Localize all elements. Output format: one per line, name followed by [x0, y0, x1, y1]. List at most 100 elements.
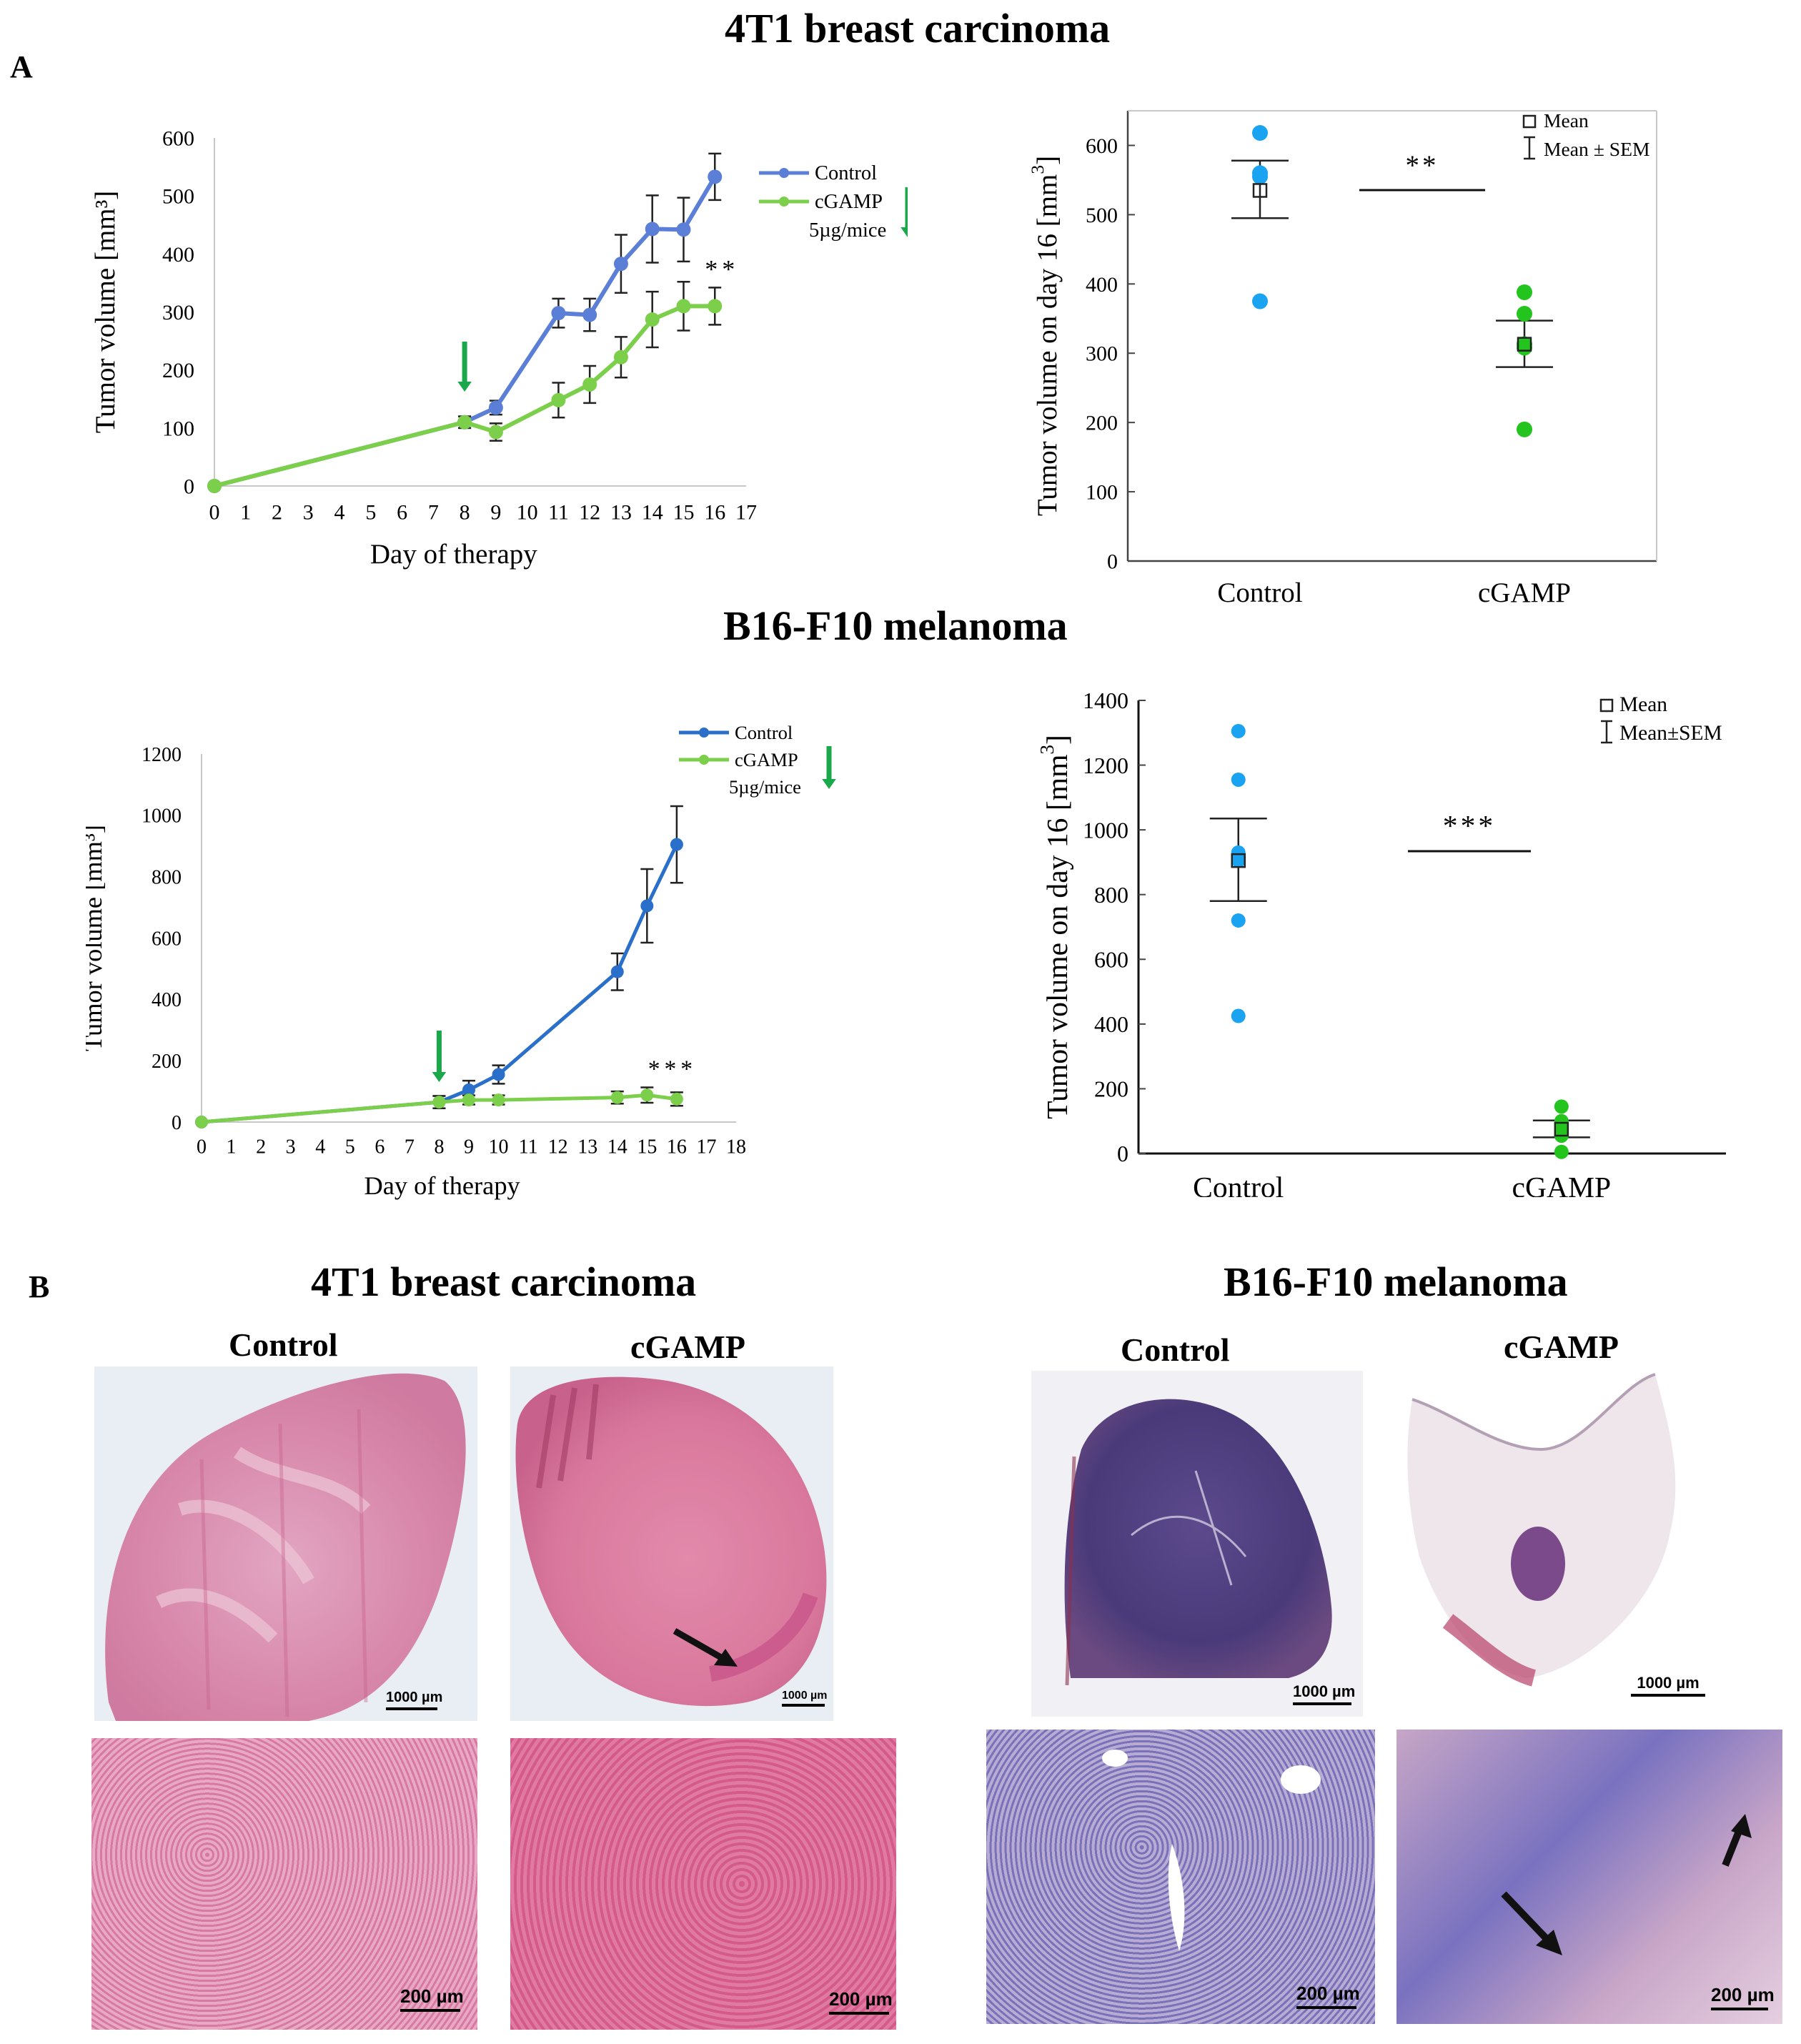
- data-point-cgamp: [610, 1091, 624, 1104]
- data-point-cgamp: [551, 392, 566, 407]
- data-point-cgamp: [1517, 339, 1532, 356]
- y-tick-label: 400: [152, 989, 182, 1011]
- x-axis-label: Day of therapy: [370, 539, 537, 570]
- x-category-label: cGAMP: [1512, 1171, 1612, 1197]
- title-b16-histology: B16-F10 melanoma: [1224, 1259, 1568, 1305]
- x-tick-label: 17: [696, 1136, 716, 1158]
- legend-sem-label: Mean±SEM: [1619, 722, 1722, 745]
- scale-bar-200: 200 µm: [1296, 1983, 1360, 2009]
- y-tick-label: 200: [1094, 1076, 1128, 1102]
- y-tick-label: 500: [1086, 204, 1118, 227]
- data-point-control: [1252, 169, 1268, 185]
- x-tick-label: 5: [365, 501, 376, 525]
- y-tick-label: 0: [172, 1112, 182, 1134]
- x-tick-label: 8: [434, 1136, 444, 1158]
- mean-marker: [1231, 853, 1246, 868]
- x-category-label: Control: [1217, 577, 1302, 608]
- data-point-cgamp: [432, 1096, 446, 1109]
- x-tick-label: 7: [428, 501, 439, 525]
- data-point-cgamp: [582, 377, 597, 392]
- scale-bar-200: 200 µm: [829, 1988, 893, 2015]
- x-tick-label: 3: [303, 501, 314, 525]
- x-category-label: cGAMP: [1478, 577, 1571, 608]
- data-point-control: [582, 307, 597, 322]
- y-axis-label: Tumor volume on day 16 [mm3]: [1036, 735, 1073, 1119]
- legend-label-control: Control: [815, 162, 877, 184]
- x-tick-label: 15: [673, 501, 694, 525]
- panel-b-label: B: [29, 1269, 50, 1304]
- x-tick-label: 3: [286, 1136, 296, 1158]
- scale-bar-1000: 1000 µm: [1293, 1682, 1355, 1705]
- x-tick-label: 7: [405, 1136, 415, 1158]
- data-point-control: [708, 169, 723, 184]
- panel-a-label: A: [10, 49, 33, 84]
- histology-4t1-control-overview: 1000 µm: [94, 1366, 477, 1721]
- data-point-cgamp: [457, 415, 472, 430]
- significance-marker: **: [1406, 150, 1439, 181]
- legend-marker-cgamp: [779, 197, 789, 207]
- data-point-control: [670, 838, 683, 851]
- mean-marker: [1517, 337, 1532, 352]
- data-point-control: [551, 306, 566, 321]
- series-line-cgamp: [214, 304, 715, 488]
- histology-4t1-cgamp-zoom: 200 µm: [510, 1738, 896, 2030]
- data-point-cgamp: [613, 349, 628, 364]
- data-point-control: [613, 257, 628, 272]
- title-4t1: 4T1 breast carcinoma: [725, 5, 1111, 51]
- y-tick-label: 400: [1086, 273, 1118, 297]
- x-tick-label: 18: [726, 1136, 746, 1158]
- x-tick-label: 12: [548, 1136, 568, 1158]
- histology-4t1-control-zoom: 200 µm: [91, 1738, 477, 2030]
- legend-mean-marker: [1599, 698, 1614, 713]
- data-point-cgamp: [640, 1088, 654, 1102]
- data-point-cgamp: [645, 312, 660, 327]
- legend-mean-label: Mean: [1544, 109, 1589, 132]
- x-tick-label: 11: [548, 501, 569, 525]
- significance-marker: **: [705, 254, 739, 283]
- mean-marker: [1252, 183, 1268, 198]
- y-tick-label: 1400: [1083, 688, 1128, 713]
- x-tick-label: 12: [579, 501, 600, 525]
- data-point-control: [645, 222, 660, 237]
- y-tick-label: 200: [1086, 412, 1118, 435]
- y-tick-label: 1000: [142, 805, 182, 828]
- x-tick-label: 9: [490, 501, 501, 525]
- data-point-cgamp: [670, 1092, 683, 1106]
- data-point-cgamp: [207, 479, 222, 493]
- data-point-control: [488, 400, 503, 415]
- x-tick-label: 1: [240, 501, 251, 525]
- x-tick-label: 4: [334, 501, 345, 525]
- data-point-cgamp: [488, 425, 503, 440]
- data-point-control: [1231, 1008, 1246, 1023]
- y-axis-label: Tumor volume [mm³]: [90, 191, 121, 434]
- x-tick-label: 10: [489, 1136, 509, 1158]
- mean-marker: [1554, 1121, 1569, 1137]
- x-tick-label: 10: [517, 501, 538, 525]
- legend-mean-label: Mean: [1619, 693, 1667, 716]
- legend-label-dose: 5µg/mice: [729, 776, 801, 798]
- data-point-control: [1231, 724, 1246, 739]
- x-tick-label: 11: [519, 1136, 538, 1158]
- y-tick-label: 1200: [1083, 753, 1128, 778]
- x-axis-label: Day of therapy: [364, 1171, 520, 1200]
- y-tick-label: 200: [162, 359, 194, 382]
- x-tick-label: 6: [374, 1136, 384, 1158]
- legend-sem-label: Mean ± SEM: [1544, 138, 1650, 160]
- label-control-4t1: Control: [229, 1326, 338, 1363]
- scale-bar-1000: 1000 µm: [782, 1690, 827, 1707]
- x-tick-label: 14: [642, 501, 663, 525]
- data-point-control: [610, 965, 624, 978]
- y-tick-label: 800: [1094, 882, 1128, 908]
- significance-marker: ***: [1443, 809, 1496, 842]
- legend-arrow-head: [822, 779, 836, 789]
- treatment-arrow-head: [432, 1072, 447, 1082]
- y-tick-label: 600: [162, 127, 194, 151]
- label-cgamp-b16: cGAMP: [1504, 1329, 1619, 1365]
- data-point-cgamp: [462, 1093, 475, 1107]
- x-tick-label: 16: [704, 501, 725, 525]
- data-point-control: [1252, 293, 1268, 309]
- histology-b16-cgamp-overview: 1000 µm: [1398, 1371, 1715, 1710]
- data-point-cgamp: [1554, 1144, 1569, 1159]
- y-tick-label: 400: [1094, 1011, 1128, 1037]
